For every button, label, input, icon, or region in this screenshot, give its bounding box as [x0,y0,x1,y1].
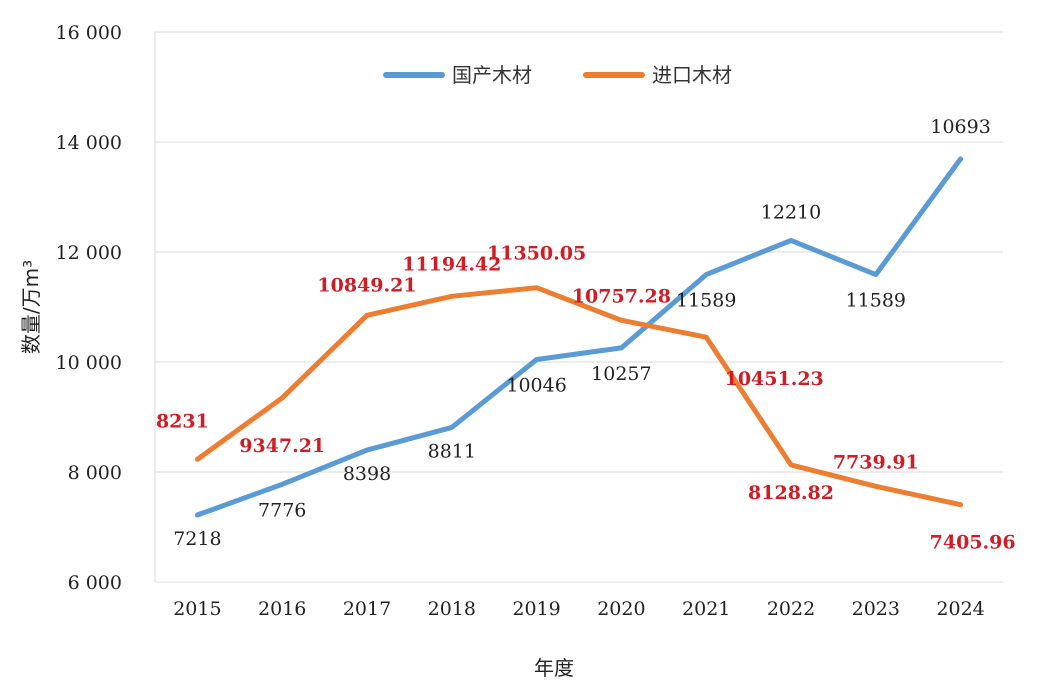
data-label-domestic: 11589 [676,290,736,312]
data-label-domestic: 10693 [930,116,990,138]
data-label-imported: 10849.21 [317,274,416,296]
data-label-imported: 9347.21 [239,435,325,457]
data-label-imported: 11350.05 [487,243,586,265]
x-tick-label: 2016 [258,598,306,620]
x-tick-label: 2018 [428,598,476,620]
y-tick-label: 10 000 [56,352,122,374]
legend-label-domestic: 国产木材 [452,63,532,87]
x-tick-label: 2019 [512,598,560,620]
series-line-domestic [194,156,964,518]
data-label-imported: 7405.96 [930,532,1016,554]
data-label-domestic: 7776 [258,499,306,521]
data-label-domestic: 10046 [506,374,566,396]
y-tick-label: 6 000 [68,572,122,594]
x-tick-label: 2023 [852,598,900,620]
x-tick-label: 2017 [343,598,391,620]
y-tick-label: 16 000 [56,22,122,44]
data-labels: 7218 7776 8398 8811 10046 10257 11589 12210 1158… [156,116,1016,554]
y-tick-label: 12 000 [56,242,122,264]
legend-label-imported: 进口木材 [652,63,732,87]
x-tick-label: 2024 [936,598,984,620]
series-line-imported [194,285,964,508]
data-label-imported: 8231 [156,410,209,432]
data-label-domestic: 8811 [428,440,476,462]
y-tick-label: 8 000 [68,462,122,484]
data-label-imported: 11194.42 [402,253,501,275]
data-label-domestic: 11589 [846,290,906,312]
data-label-imported: 10451.23 [725,368,824,390]
data-label-imported: 10757.28 [572,285,671,307]
x-tick-label: 2020 [597,598,645,620]
y-tick-label: 14 000 [56,132,122,154]
x-tick-label: 2015 [173,598,221,620]
y-tick-labels: 6 000 8 000 10 000 12 000 14 000 16 000 [56,22,122,594]
data-label-imported: 7739.91 [833,451,919,473]
x-tick-label: 2021 [682,598,730,620]
data-label-domestic: 7218 [173,528,221,550]
data-label-domestic: 8398 [343,463,391,485]
series-lines [194,156,964,518]
x-axis-title: 年度 [534,656,574,680]
gridlines [155,31,1003,583]
data-label-domestic: 10257 [591,363,651,385]
x-tick-label: 2022 [767,598,815,620]
legend: 国产木材 进口木材 [383,63,732,87]
x-tick-labels: 2015 2016 2017 2018 2019 2020 2021 2022 2023 2024 [173,598,985,620]
y-axis-title: 数量/万m³ [19,260,43,354]
data-label-imported: 8128.82 [748,482,834,504]
data-label-domestic: 12210 [761,201,821,223]
